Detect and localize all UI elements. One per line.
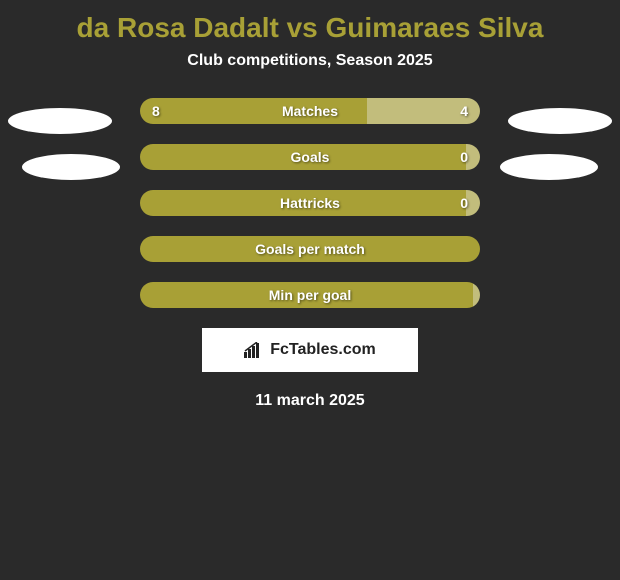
content-area: Matches 8 4 Goals 0 Hattricks 0 Goals per match… xyxy=(0,98,620,308)
bar-label: Hattricks xyxy=(280,195,340,211)
logo-text: FcTables.com xyxy=(270,341,376,359)
bar-label: Min per goal xyxy=(269,287,351,303)
bars-container: Matches 8 4 Goals 0 Hattricks 0 Goals per match… xyxy=(140,98,480,308)
bar-value-right: 0 xyxy=(460,195,468,211)
bar-label: Matches xyxy=(282,103,338,119)
bar-segment-right xyxy=(473,282,480,308)
bar-value-right: 0 xyxy=(460,149,468,165)
comparison-bar: Matches 8 4 xyxy=(140,98,480,124)
bar-segment-right xyxy=(466,190,480,216)
comparison-bar: Hattricks 0 xyxy=(140,190,480,216)
player-avatar-left-1 xyxy=(8,108,112,134)
bar-label: Goals per match xyxy=(255,241,365,257)
bar-label: Goals xyxy=(291,149,330,165)
comparison-bar: Goals 0 xyxy=(140,144,480,170)
bar-value-left: 8 xyxy=(152,103,160,119)
logo-box: FcTables.com xyxy=(202,328,418,372)
player-avatar-right-1 xyxy=(508,108,612,134)
date-text: 11 march 2025 xyxy=(0,392,620,410)
comparison-bar: Min per goal xyxy=(140,282,480,308)
comparison-title: da Rosa Dadalt vs Guimaraes Silva xyxy=(0,0,620,52)
logo-chart-icon xyxy=(244,342,264,358)
comparison-bar: Goals per match xyxy=(140,236,480,262)
bar-value-right: 4 xyxy=(460,103,468,119)
player-avatar-right-2 xyxy=(500,154,598,180)
player-avatar-left-2 xyxy=(22,154,120,180)
bar-segment-right xyxy=(466,144,480,170)
comparison-subtitle: Club competitions, Season 2025 xyxy=(0,52,620,98)
